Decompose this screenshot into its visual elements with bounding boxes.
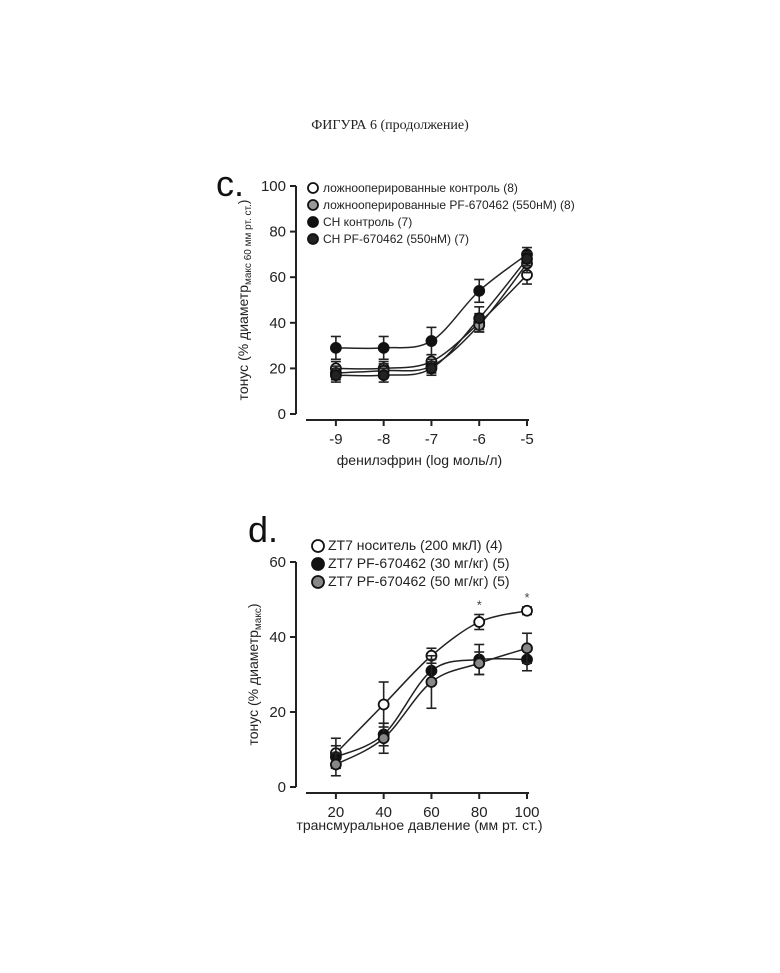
legend-label: ZT7 носитель (200 мкЛ) (4) — [328, 537, 503, 553]
legend-label: ZT7 PF-670462 (30 мг/кг) (5) — [328, 555, 510, 571]
y-tick-label: 80 — [269, 224, 286, 241]
data-point — [474, 617, 484, 627]
legend-label: ZT7 PF-670462 (50 мг/кг) (5) — [328, 573, 510, 589]
legend: ZT7 носитель (200 мкЛ) (4) ZT7 PF-670462 … — [312, 537, 510, 589]
legend-marker — [308, 217, 318, 227]
data-point — [379, 700, 389, 710]
y-tick-label: 40 — [269, 629, 286, 646]
data-point — [522, 254, 532, 264]
data-point — [426, 336, 436, 346]
data-point — [379, 343, 389, 353]
chart-panel-c: c. 0 20 40 60 80 100 -9 -8 -7 -6 -5 фенилэфрин (log … — [216, 163, 575, 468]
legend-marker — [308, 183, 318, 193]
x-tick-label: -6 — [473, 431, 486, 448]
x-axis-label: трансмуральное давление (мм рт. ст.) — [296, 817, 542, 833]
y-tick-label: 60 — [269, 269, 286, 286]
legend: ложнооперированные контроль (8) ложноопер… — [308, 181, 575, 246]
y-tick-label: 0 — [278, 779, 286, 796]
y-tick-label: 0 — [278, 406, 286, 423]
significance-star: * — [524, 590, 529, 605]
x-axis-label: фенилэфрин (log моль/л) — [337, 452, 502, 468]
legend-marker — [308, 234, 318, 244]
y-axis-label: тонус (% диаметрмакс 60 мм рт. ст.) — [235, 200, 254, 401]
data-point — [474, 286, 484, 296]
significance-star: * — [477, 598, 482, 613]
data-point — [426, 677, 436, 687]
y-tick-label: 60 — [269, 554, 286, 571]
series-2 — [331, 248, 532, 360]
x-tick-label: -9 — [329, 431, 342, 448]
x-tick-label: -7 — [425, 431, 438, 448]
data-point — [522, 606, 532, 616]
legend-label: ложнооперированные контроль (8) — [323, 181, 518, 195]
y-tick-label: 20 — [269, 704, 286, 721]
y-tick-label: 40 — [269, 315, 286, 332]
data-point — [331, 370, 341, 380]
y-tick-label: 100 — [261, 178, 286, 195]
data-point — [379, 733, 389, 743]
legend-label: CH контроль (7) — [323, 215, 412, 229]
legend-marker — [308, 200, 318, 210]
data-point — [474, 658, 484, 668]
data-point — [379, 370, 389, 380]
panel-letter: c. — [216, 163, 244, 204]
panel-letter: d. — [248, 509, 278, 550]
data-point — [426, 363, 436, 373]
series-3 — [331, 252, 532, 382]
y-tick-label: 20 — [269, 360, 286, 377]
legend-label: ложнооперированные PF-670462 (550нМ) (8) — [323, 198, 575, 212]
legend-label: CH PF-670462 (550нМ) (7) — [323, 232, 469, 246]
data-point — [331, 760, 341, 770]
legend-marker — [312, 540, 324, 552]
legend-marker — [312, 576, 324, 588]
chart-panel-d: d.020406020406080100трансмуральное давле… — [245, 509, 543, 833]
x-tick-label: -5 — [520, 431, 533, 448]
legend-marker — [312, 558, 324, 570]
y-axis-label: тонус (% диаметрмакс) — [245, 603, 264, 745]
data-point — [331, 343, 341, 353]
figure-canvas: c. 0 20 40 60 80 100 -9 -8 -7 -6 -5 фенилэфрин (log … — [0, 0, 780, 973]
x-tick-label: -8 — [377, 431, 390, 448]
data-point — [522, 643, 532, 653]
data-point — [474, 313, 484, 323]
